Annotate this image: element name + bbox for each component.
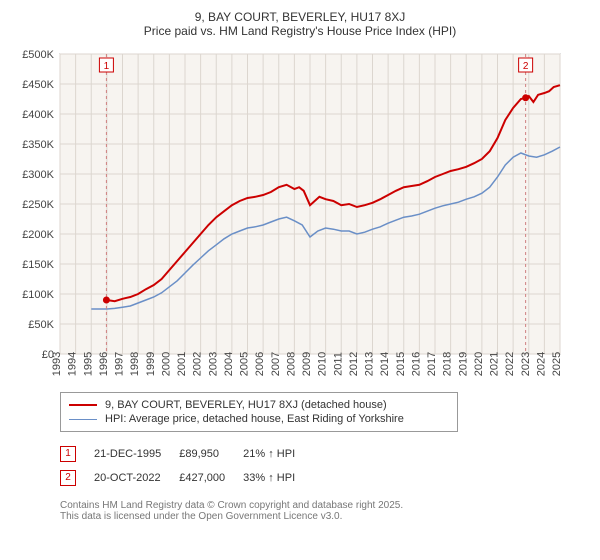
svg-text:1999: 1999 [145, 352, 157, 376]
marker-row: 2 20-OCT-2022£427,00033% ↑ HPI [60, 466, 313, 490]
svg-text:2018: 2018 [442, 352, 454, 376]
svg-text:£150K: £150K [22, 259, 54, 271]
attribution-footer: Contains HM Land Registry data © Crown c… [60, 500, 590, 522]
marker-delta: 33% ↑ HPI [243, 466, 313, 490]
legend-swatch [69, 404, 97, 406]
legend-row: HPI: Average price, detached house, East… [69, 413, 449, 425]
legend-swatch [69, 419, 97, 420]
svg-text:2005: 2005 [239, 352, 251, 376]
svg-text:1993: 1993 [51, 352, 63, 376]
svg-text:£500K: £500K [22, 49, 54, 61]
svg-text:2004: 2004 [223, 352, 235, 376]
svg-text:2015: 2015 [395, 352, 407, 376]
svg-text:2011: 2011 [332, 352, 344, 376]
svg-text:2002: 2002 [192, 352, 204, 376]
svg-text:1998: 1998 [129, 352, 141, 376]
svg-text:1997: 1997 [114, 352, 126, 376]
svg-text:2003: 2003 [207, 352, 219, 376]
svg-text:£200K: £200K [22, 229, 54, 241]
marker-price: £427,000 [179, 466, 243, 490]
svg-text:2009: 2009 [301, 352, 313, 376]
title-line2: Price paid vs. HM Land Registry's House … [10, 24, 590, 38]
svg-text:2012: 2012 [348, 352, 360, 376]
svg-text:£300K: £300K [22, 169, 54, 181]
footer-line2: This data is licensed under the Open Gov… [60, 511, 590, 522]
svg-text:£400K: £400K [22, 109, 54, 121]
marker-date: 21-DEC-1995 [94, 442, 179, 466]
svg-text:2024: 2024 [535, 352, 547, 376]
marker-date: 20-OCT-2022 [94, 466, 179, 490]
svg-text:2016: 2016 [410, 352, 422, 376]
chart-title-block: 9, BAY COURT, BEVERLEY, HU17 8XJ Price p… [10, 10, 590, 38]
footer-line1: Contains HM Land Registry data © Crown c… [60, 500, 590, 511]
svg-text:1: 1 [104, 61, 110, 72]
marker-price: £89,950 [179, 442, 243, 466]
legend-row: 9, BAY COURT, BEVERLEY, HU17 8XJ (detach… [69, 399, 449, 411]
chart-container: £0£50K£100K£150K£200K£250K£300K£350K£400… [10, 44, 590, 384]
svg-text:£350K: £350K [22, 139, 54, 151]
svg-text:2000: 2000 [160, 352, 172, 376]
svg-text:2017: 2017 [426, 352, 438, 376]
svg-text:2: 2 [523, 61, 529, 72]
marker-table: 1 21-DEC-1995£89,95021% ↑ HPI 2 20-OCT-2022… [60, 442, 313, 490]
svg-text:1995: 1995 [82, 352, 94, 376]
svg-text:2021: 2021 [489, 352, 501, 376]
svg-text:2022: 2022 [504, 352, 516, 376]
svg-text:2007: 2007 [270, 352, 282, 376]
legend-label: HPI: Average price, detached house, East… [105, 413, 404, 425]
legend: 9, BAY COURT, BEVERLEY, HU17 8XJ (detach… [60, 392, 458, 432]
marker-badge: 1 [60, 446, 76, 462]
marker-badge: 2 [60, 470, 76, 486]
svg-text:2023: 2023 [520, 352, 532, 376]
marker-row: 1 21-DEC-1995£89,95021% ↑ HPI [60, 442, 313, 466]
svg-text:£50K: £50K [28, 319, 54, 331]
svg-text:2025: 2025 [551, 352, 563, 376]
svg-text:2013: 2013 [364, 352, 376, 376]
svg-text:£450K: £450K [22, 79, 54, 91]
legend-label: 9, BAY COURT, BEVERLEY, HU17 8XJ (detach… [105, 399, 387, 411]
svg-text:£100K: £100K [22, 289, 54, 301]
svg-text:£250K: £250K [22, 199, 54, 211]
svg-text:2010: 2010 [317, 352, 329, 376]
svg-text:1994: 1994 [67, 352, 79, 376]
svg-text:2006: 2006 [254, 352, 266, 376]
svg-text:2008: 2008 [285, 352, 297, 376]
svg-text:1996: 1996 [98, 352, 110, 376]
svg-text:2001: 2001 [176, 352, 188, 376]
price-chart: £0£50K£100K£150K£200K£250K£300K£350K£400… [10, 44, 570, 384]
title-line1: 9, BAY COURT, BEVERLEY, HU17 8XJ [10, 10, 590, 24]
marker-delta: 21% ↑ HPI [243, 442, 313, 466]
svg-text:2014: 2014 [379, 352, 391, 376]
svg-text:2020: 2020 [473, 352, 485, 376]
svg-text:2019: 2019 [457, 352, 469, 376]
